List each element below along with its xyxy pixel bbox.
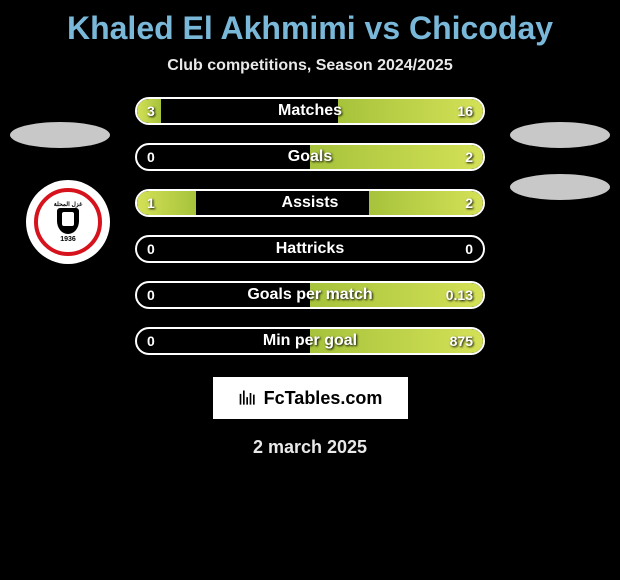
stat-value-right: 0.13: [446, 287, 473, 303]
stat-label: Hattricks: [276, 240, 344, 258]
comparison-card: Khaled El Akhmimi vs Chicoday Club compe…: [0, 0, 620, 458]
player2-badge-1: [510, 122, 610, 148]
stat-row: 0 Goals per match 0.13: [135, 281, 485, 309]
stat-value-left: 0: [147, 241, 155, 257]
stat-value-right: 16: [457, 103, 473, 119]
stat-value-left: 3: [147, 103, 155, 119]
date: 2 march 2025: [0, 437, 620, 458]
club-logo-top-text: غزل المحلة: [54, 201, 83, 208]
table-icon: [238, 388, 258, 408]
stat-value-left: 0: [147, 149, 155, 165]
player1-club-logo: غزل المحلة 1936: [26, 180, 110, 264]
club-logo-shield-icon: [57, 208, 79, 234]
stat-row: 0 Min per goal 875: [135, 327, 485, 355]
stat-label: Assists: [282, 194, 339, 212]
stat-value-left: 1: [147, 195, 155, 211]
club-logo-year: 1936: [60, 236, 76, 243]
stat-value-right: 0: [465, 241, 473, 257]
stat-value-right: 875: [450, 333, 473, 349]
stat-label: Min per goal: [263, 332, 357, 350]
subtitle: Club competitions, Season 2024/2025: [0, 57, 620, 75]
stat-rows: 3 Matches 16 0 Goals 2 1 Assists 2 0 Hattricks 0 0 Go…: [135, 97, 485, 355]
stat-fill-right: [310, 145, 483, 169]
stat-value-right: 2: [465, 195, 473, 211]
stat-row: 3 Matches 16: [135, 97, 485, 125]
stat-fill-left: [137, 191, 196, 215]
page-title: Khaled El Akhmimi vs Chicoday: [0, 0, 620, 47]
stat-row: 0 Hattricks 0: [135, 235, 485, 263]
title-player1: Khaled El Akhmimi: [67, 10, 356, 46]
title-player2: Chicoday: [409, 10, 553, 46]
stat-value-right: 2: [465, 149, 473, 165]
title-vs: vs: [365, 10, 401, 46]
stat-row: 0 Goals 2: [135, 143, 485, 171]
player1-badge-1: [10, 122, 110, 148]
club-logo-inner: غزل المحلة 1936: [34, 188, 102, 256]
stat-row: 1 Assists 2: [135, 189, 485, 217]
watermark-text: FcTables.com: [264, 388, 383, 409]
watermark: FcTables.com: [213, 377, 408, 419]
stat-label: Matches: [278, 102, 342, 120]
player2-badge-2: [510, 174, 610, 200]
stat-value-left: 0: [147, 333, 155, 349]
stat-label: Goals per match: [247, 286, 372, 304]
stat-label: Goals: [288, 148, 332, 166]
stat-value-left: 0: [147, 287, 155, 303]
